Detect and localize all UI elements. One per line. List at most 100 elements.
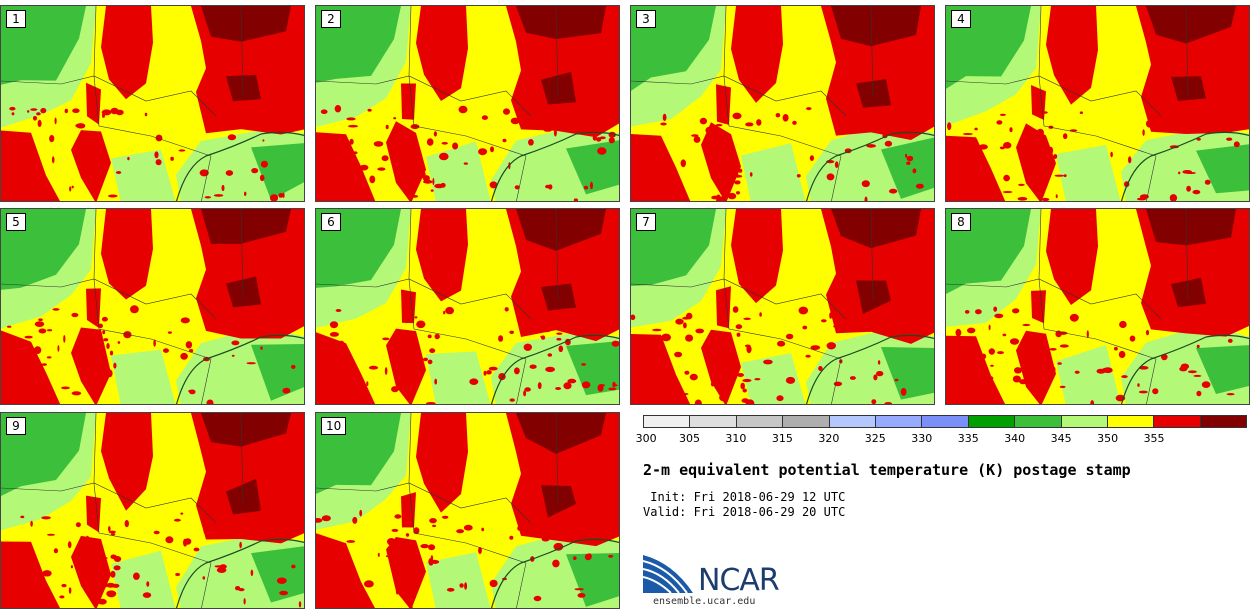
field-speck	[1038, 147, 1043, 152]
ensemble-member-panel[interactable]: 1	[0, 5, 305, 202]
field-region	[226, 478, 261, 515]
field-region	[191, 6, 304, 135]
field-speck	[509, 535, 514, 540]
field-speck	[260, 346, 263, 350]
member-number-label: 3	[636, 10, 656, 28]
field-speck	[743, 317, 751, 320]
field-speck	[567, 378, 577, 384]
field-speck	[556, 332, 563, 335]
field-speck	[1193, 374, 1202, 377]
field-speck	[587, 553, 592, 560]
field-speck	[888, 314, 892, 319]
field-region	[71, 535, 111, 608]
field-speck	[432, 524, 437, 528]
field-speck	[446, 587, 455, 592]
state-border	[946, 6, 1189, 201]
field-speck	[325, 560, 335, 566]
field-speck	[423, 179, 433, 184]
field-speck	[146, 581, 150, 587]
field-speck	[489, 181, 498, 189]
field-speck	[1219, 122, 1223, 131]
field-speck	[432, 177, 435, 186]
field-speck	[1187, 370, 1197, 374]
field-speck	[660, 122, 667, 126]
field-speck	[997, 351, 1004, 355]
ensemble-member-panel[interactable]: 6	[315, 208, 620, 405]
field-speck	[108, 530, 116, 534]
logo-url[interactable]: ensemble.ucar.edu	[653, 596, 756, 607]
ensemble-member-panel[interactable]: 5	[0, 208, 305, 405]
field-speck	[397, 147, 405, 154]
field-speck	[231, 340, 240, 346]
field-speck	[408, 605, 413, 608]
field-speck	[1129, 335, 1136, 342]
field-region	[566, 553, 619, 607]
field-speck	[1226, 137, 1233, 141]
field-speck	[426, 402, 436, 404]
field-speck	[1012, 308, 1020, 314]
coastline	[490, 131, 619, 201]
field-speck	[426, 138, 434, 146]
ensemble-member-panel[interactable]: 9	[0, 412, 305, 609]
field-speck	[443, 310, 446, 315]
field-speck	[1048, 146, 1054, 155]
field-speck	[1002, 191, 1013, 193]
ensemble-member-panel[interactable]: 4	[945, 5, 1250, 202]
field-speck	[1017, 197, 1028, 201]
field-speck	[346, 540, 356, 543]
field-speck	[1119, 320, 1127, 329]
field-speck	[223, 511, 233, 516]
field-speck	[153, 530, 160, 535]
field-speck	[439, 152, 449, 161]
field-speck	[727, 157, 735, 160]
state-border	[316, 6, 559, 201]
field-region	[251, 546, 304, 603]
field-speck	[509, 330, 515, 334]
field-speck	[203, 526, 209, 534]
field-speck	[539, 316, 547, 325]
ensemble-member-panel[interactable]: 2	[315, 5, 620, 202]
field-speck	[282, 192, 285, 198]
field-speck	[6, 398, 14, 404]
field-speck	[489, 579, 498, 588]
ensemble-member-panel[interactable]: 3	[630, 5, 935, 202]
field-speck	[737, 373, 744, 377]
field-speck	[947, 122, 952, 131]
colorbar-tick-label: 300	[635, 432, 657, 445]
field-speck	[977, 163, 986, 171]
field-speck	[239, 541, 242, 549]
field-speck	[1036, 354, 1044, 362]
field-speck	[1196, 344, 1200, 349]
field-speck	[599, 136, 606, 140]
field-speck	[1041, 197, 1050, 201]
colorbar-segment	[922, 416, 969, 427]
field-speck	[642, 168, 651, 176]
field-speck	[405, 191, 411, 194]
field-speck	[592, 135, 597, 141]
colorbar-tick-label: 340	[1004, 432, 1026, 445]
field-speck	[877, 360, 881, 365]
field-speck	[106, 343, 110, 349]
field-speck	[13, 176, 17, 183]
field-speck	[723, 366, 726, 375]
field-speck	[243, 598, 246, 605]
init-time: Init: Fri 2018-06-29 12 UTC	[643, 490, 846, 504]
field-speck	[818, 366, 823, 371]
ensemble-member-panel[interactable]: 10	[315, 412, 620, 609]
ensemble-member-panel[interactable]: 8	[945, 208, 1250, 405]
temperature-map	[316, 209, 619, 404]
ensemble-member-panel[interactable]: 7	[630, 208, 935, 405]
field-speck	[69, 186, 72, 192]
field-speck	[1227, 338, 1233, 343]
field-speck	[377, 552, 380, 557]
field-speck	[391, 348, 394, 356]
field-speck	[1178, 171, 1181, 175]
field-speck	[705, 126, 714, 134]
field-speck	[49, 135, 55, 143]
field-speck	[459, 583, 464, 588]
field-speck	[238, 588, 245, 592]
field-speck	[953, 391, 962, 397]
field-region	[716, 84, 731, 125]
field-speck	[70, 565, 73, 569]
field-speck	[483, 370, 487, 376]
